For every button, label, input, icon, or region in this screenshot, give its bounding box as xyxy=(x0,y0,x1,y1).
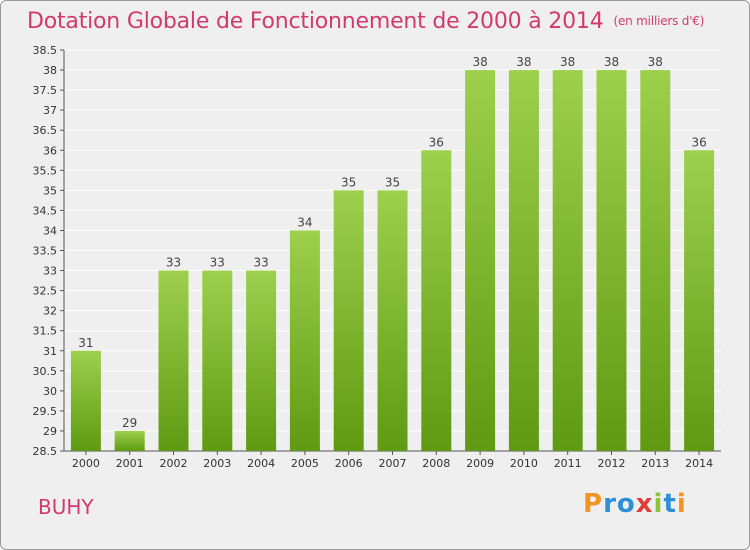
data-label: 38 xyxy=(604,55,619,69)
data-label: 35 xyxy=(341,175,356,189)
bar-2003 xyxy=(202,270,233,451)
y-tick-label: 32.5 xyxy=(33,285,58,298)
x-tick-label: 2003 xyxy=(203,457,231,470)
bars xyxy=(70,70,715,452)
logo-letter: i xyxy=(653,489,664,519)
y-tick-label: 38 xyxy=(43,64,57,77)
x-tick-label: 2014 xyxy=(685,457,713,470)
y-tick-label: 34 xyxy=(43,224,57,237)
x-tick-label: 2002 xyxy=(160,457,188,470)
chart-title: Dotation Globale de Fonctionnement de 20… xyxy=(27,9,704,34)
bar-2011 xyxy=(552,70,583,452)
title-unit: (en milliers d'€) xyxy=(613,14,705,28)
x-tick-label: 2000 xyxy=(72,457,100,470)
bar-2004 xyxy=(246,270,277,451)
data-label: 34 xyxy=(297,215,312,229)
logo-letter: t xyxy=(663,489,677,519)
commune-name: BUHY xyxy=(38,495,94,519)
bar-2006 xyxy=(333,190,364,451)
data-label: 38 xyxy=(516,55,531,69)
bar-2010 xyxy=(508,70,539,452)
logo-letter: o xyxy=(616,489,636,519)
data-label: 33 xyxy=(166,256,181,270)
y-tick-labels: 28.5 29 29.5 30 30.5 31 31.5 32 32.5 33 33.5 34 34.5… xyxy=(33,44,58,458)
bar-2002 xyxy=(158,270,189,451)
title-text: Dotation Globale de Fonctionnement de 20… xyxy=(27,9,604,34)
y-tick-label: 31.5 xyxy=(33,325,58,338)
bar-2009 xyxy=(465,70,496,452)
y-tick-label: 31 xyxy=(43,345,57,358)
y-tick-label: 33 xyxy=(43,265,57,278)
y-tick-label: 28.5 xyxy=(33,445,58,458)
logo-letter: r xyxy=(603,489,617,519)
data-label: 38 xyxy=(472,55,487,69)
data-label: 31 xyxy=(78,336,93,350)
data-label: 36 xyxy=(429,135,444,149)
x-tick-label: 2007 xyxy=(379,457,407,470)
x-tick-label: 2005 xyxy=(291,457,319,470)
logo-letter: i xyxy=(676,489,687,519)
y-tick-label: 33.5 xyxy=(33,245,58,258)
data-label: 29 xyxy=(122,416,137,430)
x-tick-label: 2004 xyxy=(247,457,275,470)
y-tick-label: 38.5 xyxy=(33,44,58,57)
bar-2007 xyxy=(377,190,408,451)
y-tick-label: 35 xyxy=(43,184,57,197)
y-tick-label: 37 xyxy=(43,104,57,117)
y-tick-label: 34.5 xyxy=(33,204,58,217)
y-tick-label: 30 xyxy=(43,385,57,398)
y-tick-label: 36.5 xyxy=(33,124,58,137)
logo-letter: P xyxy=(583,489,604,519)
bar-2001 xyxy=(114,430,145,451)
bar-2014 xyxy=(684,150,715,451)
x-tick-label: 2008 xyxy=(422,457,450,470)
x-tick-label: 2010 xyxy=(510,457,538,470)
logo-letter: x xyxy=(635,489,654,519)
y-tick-label: 36 xyxy=(43,144,57,157)
y-tick-label: 35.5 xyxy=(33,164,58,177)
data-label: 38 xyxy=(648,55,663,69)
x-tick-label: 2011 xyxy=(554,457,582,470)
proxiti-logo[interactable]: Proxiti xyxy=(583,489,687,519)
y-tick-label: 37.5 xyxy=(33,84,58,97)
data-label: 35 xyxy=(385,175,400,189)
y-tick-label: 32 xyxy=(43,305,57,318)
y-tick-label: 30.5 xyxy=(33,365,58,378)
y-tick-label: 29.5 xyxy=(33,405,58,418)
data-labels: 31 29 33 33 33 34 35 35 36 38 38 38 38 38 36 xyxy=(78,55,706,430)
bar-2000 xyxy=(70,350,101,451)
data-label: 38 xyxy=(560,55,575,69)
bar-2013 xyxy=(640,70,671,452)
bar-2005 xyxy=(289,230,320,451)
bar-2012 xyxy=(596,70,627,452)
x-tick-label: 2013 xyxy=(641,457,669,470)
x-tick-label: 2006 xyxy=(335,457,363,470)
data-label: 33 xyxy=(210,256,225,270)
x-tick-label: 2001 xyxy=(116,457,144,470)
data-label: 36 xyxy=(691,135,706,149)
y-tick-label: 29 xyxy=(43,425,57,438)
x-tick-labels: 2000 2001 2002 2003 2004 2005 2006 2007 2008 2009… xyxy=(72,451,713,470)
x-tick-label: 2009 xyxy=(466,457,494,470)
bar-2008 xyxy=(421,150,452,451)
x-tick-label: 2012 xyxy=(598,457,626,470)
data-label: 33 xyxy=(253,256,268,270)
